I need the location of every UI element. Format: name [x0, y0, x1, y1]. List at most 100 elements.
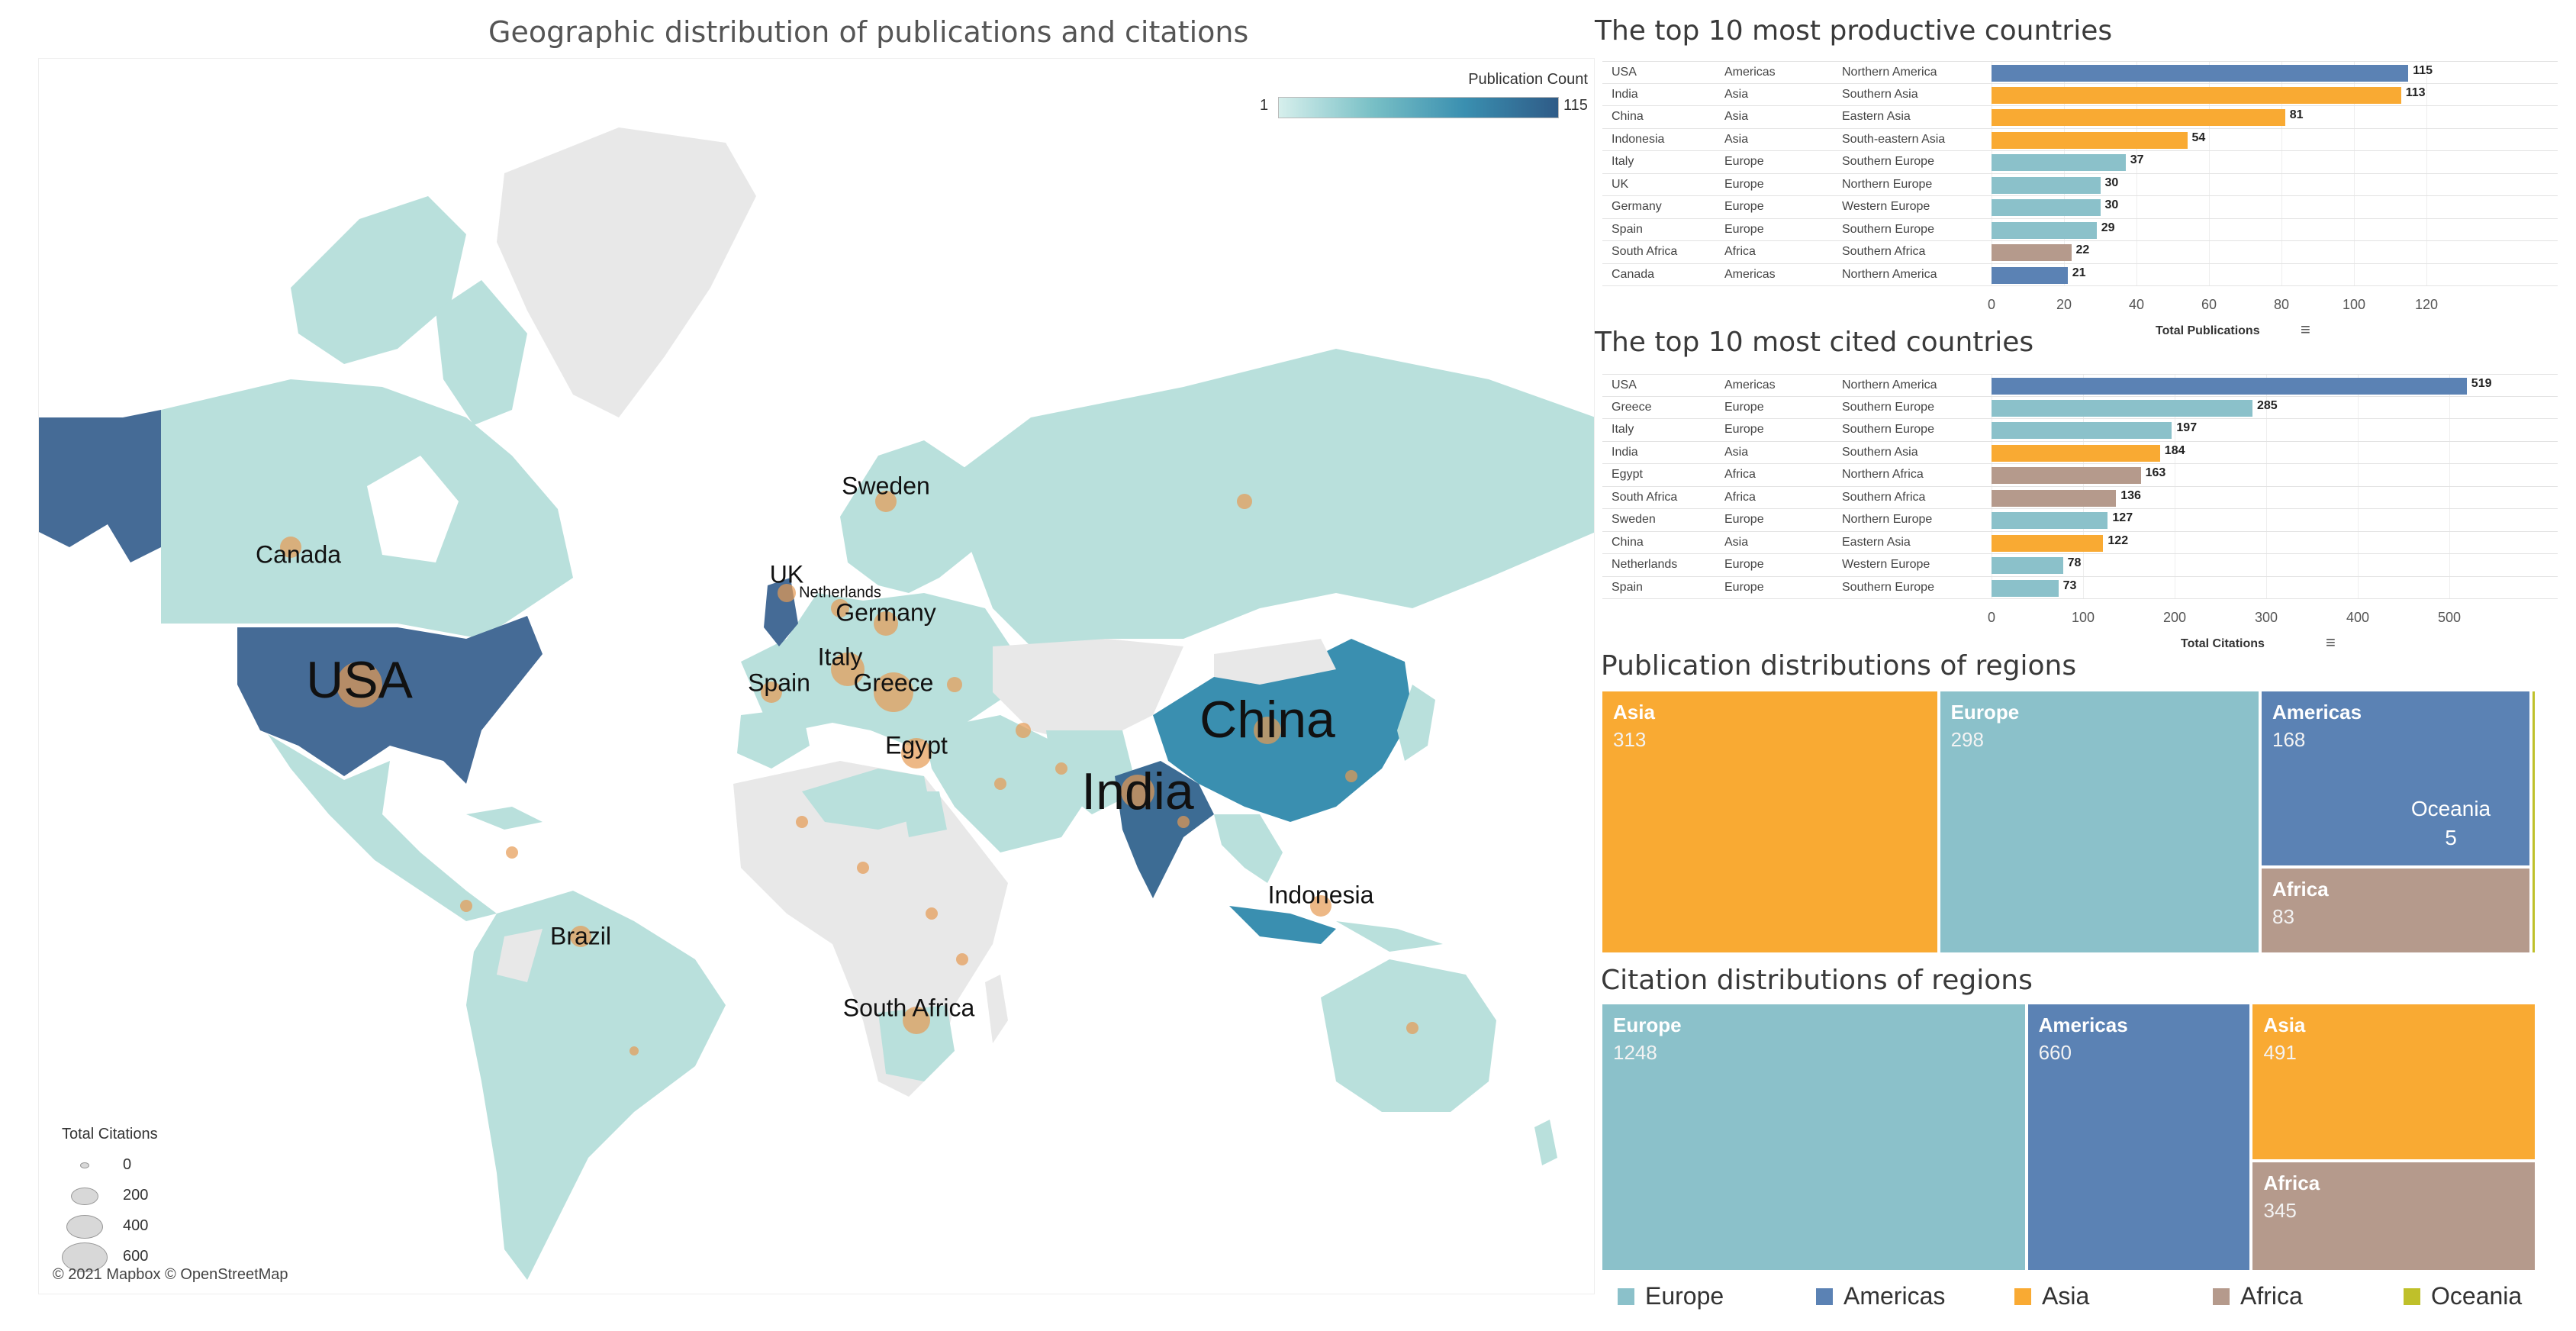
bar[interactable] [1992, 131, 2188, 149]
axis-title[interactable]: Total Citations [2181, 637, 2265, 650]
bar[interactable] [1992, 467, 2141, 484]
legend-item-europe[interactable]: Europe [1618, 1282, 1724, 1310]
row-continent: Asia [1724, 445, 1749, 459]
bar[interactable] [1992, 154, 2126, 171]
bar-row[interactable]: Sweden Europe Northern Europe 127 [1602, 509, 2558, 532]
bar[interactable] [1992, 65, 2409, 82]
bar-row[interactable]: South Africa Africa Southern Africa 136 [1602, 487, 2558, 509]
citation-legend-value: 0 [123, 1156, 132, 1173]
egypt-shape [901, 791, 947, 837]
row-continent: Europe [1724, 580, 1764, 594]
row-country: UK [1612, 177, 1629, 191]
north-africa-lit [802, 769, 932, 830]
bar[interactable] [1992, 444, 2160, 462]
south-america-gray [497, 929, 543, 982]
bar-row[interactable]: Spain Europe Southern Europe 73 [1602, 577, 2558, 599]
legend-item-americas[interactable]: Americas [1816, 1282, 1945, 1310]
bar-row[interactable]: Netherlands Europe Western Europe 78 [1602, 554, 2558, 577]
bar-row[interactable]: China Asia Eastern Asia 122 [1602, 532, 2558, 554]
treemap-cell-americas[interactable]: Americas 660 [2026, 1003, 2252, 1271]
publication-treemap[interactable]: Asia 313 Europe 298 Americas 168 Africa 83 Ocean… [1601, 690, 2536, 954]
axis-tick-label: 400 [2346, 610, 2370, 625]
citation-treemap[interactable]: Europe 1248 Americas 660 Asia 491 Africa 345 [1601, 1003, 2536, 1271]
treemap-cell-asia[interactable]: Asia 313 [1601, 690, 1939, 954]
treemap-cell-asia[interactable]: Asia 491 [2251, 1003, 2536, 1161]
row-region: Northern Europe [1842, 177, 1933, 191]
bar-row[interactable]: India Asia Southern Asia 184 [1602, 442, 2558, 464]
row-country: China [1612, 535, 1644, 549]
bar-row[interactable]: South Africa Africa Southern Africa 22 [1602, 241, 2558, 264]
row-country: South Africa [1612, 490, 1678, 504]
row-region: South-eastern Asia [1842, 132, 1946, 146]
japan-shape [1397, 685, 1435, 761]
treemap-cell-americas[interactable]: Americas 168 [2259, 690, 2531, 867]
bar[interactable] [1992, 512, 2108, 529]
top-cited-chart[interactable]: USA Americas Northern America 519 Greece Euro… [1602, 374, 2558, 656]
bar-row[interactable]: Canada Americas Northern America 21 [1602, 264, 2558, 286]
world-map-svg [39, 127, 1594, 1280]
bar-row[interactable]: Germany Europe Western Europe 30 [1602, 196, 2558, 219]
bar[interactable] [1992, 109, 2285, 126]
legend-item-asia[interactable]: Asia [2014, 1282, 2089, 1310]
row-region: Southern Europe [1842, 423, 1934, 436]
bar[interactable] [1992, 266, 2068, 284]
treemap-cell-europe[interactable]: Europe 1248 [1601, 1003, 2027, 1271]
row-region: Northern Africa [1842, 468, 1924, 481]
bar[interactable] [1992, 86, 2401, 104]
bar-row[interactable]: UK Europe Northern Europe 30 [1602, 174, 2558, 196]
bar-value-label: 54 [2191, 131, 2206, 144]
bar-row[interactable]: Italy Europe Southern Europe 37 [1602, 151, 2558, 174]
bar[interactable] [1992, 244, 2072, 261]
bar[interactable] [1992, 534, 2104, 552]
bar[interactable] [1992, 579, 2059, 597]
bar-row[interactable]: Italy Europe Southern Europe 197 [1602, 419, 2558, 442]
row-region: Western Europe [1842, 558, 1930, 571]
map-label-china: China [1199, 691, 1335, 749]
axis-title[interactable]: Total Publications [2156, 324, 2260, 337]
bar-row[interactable]: Indonesia Asia South-eastern Asia 54 [1602, 129, 2558, 151]
row-region: Northern Europe [1842, 513, 1933, 526]
citation-bubble [926, 907, 938, 920]
bar[interactable] [1992, 221, 2097, 239]
citation-bubble [874, 611, 898, 636]
row-region: Eastern Asia [1842, 535, 1911, 549]
bar[interactable] [1992, 399, 2252, 417]
publication-legend-max: 115 [1563, 97, 1588, 114]
bar-row[interactable]: USA Americas Northern America 519 [1602, 374, 2558, 397]
bar[interactable] [1992, 176, 2101, 194]
legend-item-africa[interactable]: Africa [2213, 1282, 2303, 1310]
row-continent: Asia [1724, 110, 1749, 123]
bar-row[interactable]: Spain Europe Southern Europe 29 [1602, 219, 2558, 241]
legend-item-oceania[interactable]: Oceania [2404, 1282, 2522, 1310]
citation-bubble [874, 672, 913, 712]
world-map[interactable]: USA Canada Brazil UK Netherlands Germany Swede… [38, 58, 1595, 1294]
bar-row[interactable]: China Asia Eastern Asia 81 [1602, 106, 2558, 129]
bar-row[interactable]: India Asia Southern Asia 113 [1602, 84, 2558, 106]
citation-bubble [796, 816, 808, 828]
bar[interactable] [1992, 378, 2467, 395]
row-region: Southern Europe [1842, 155, 1934, 168]
treemap-cell-oceania[interactable] [2530, 690, 2536, 954]
citation-legend-title: Total Citations [62, 1126, 158, 1142]
citation-bubble [875, 491, 897, 512]
top-productive-chart[interactable]: USA Americas Northern America 115 India Asia S… [1602, 61, 2558, 339]
legend-swatch [2014, 1287, 2031, 1305]
bar[interactable] [1992, 489, 2117, 507]
bar[interactable] [1992, 557, 2063, 574]
bar-row[interactable]: USA Americas Northern America 115 [1602, 61, 2558, 84]
row-region: Southern Africa [1842, 490, 1926, 504]
treemap-cell-europe[interactable]: Europe 298 [1938, 690, 2260, 954]
mexico-shape [268, 734, 497, 921]
bar[interactable] [1992, 199, 2101, 216]
baffin-shape [436, 280, 527, 425]
sort-icon[interactable]: ≡ [2301, 320, 2310, 339]
treemap-cell-africa[interactable]: Africa 345 [2251, 1160, 2536, 1271]
row-country: Greece [1612, 400, 1652, 414]
usa-shape [237, 616, 543, 784]
bar-row[interactable]: Egypt Africa Northern Africa 163 [1602, 464, 2558, 487]
treemap-cell-africa[interactable]: Africa 83 [2259, 866, 2531, 954]
bar-row[interactable]: Greece Europe Southern Europe 285 [1602, 397, 2558, 419]
bar[interactable] [1992, 422, 2172, 439]
sort-icon[interactable]: ≡ [2326, 633, 2336, 652]
row-region: Southern Africa [1842, 245, 1926, 258]
